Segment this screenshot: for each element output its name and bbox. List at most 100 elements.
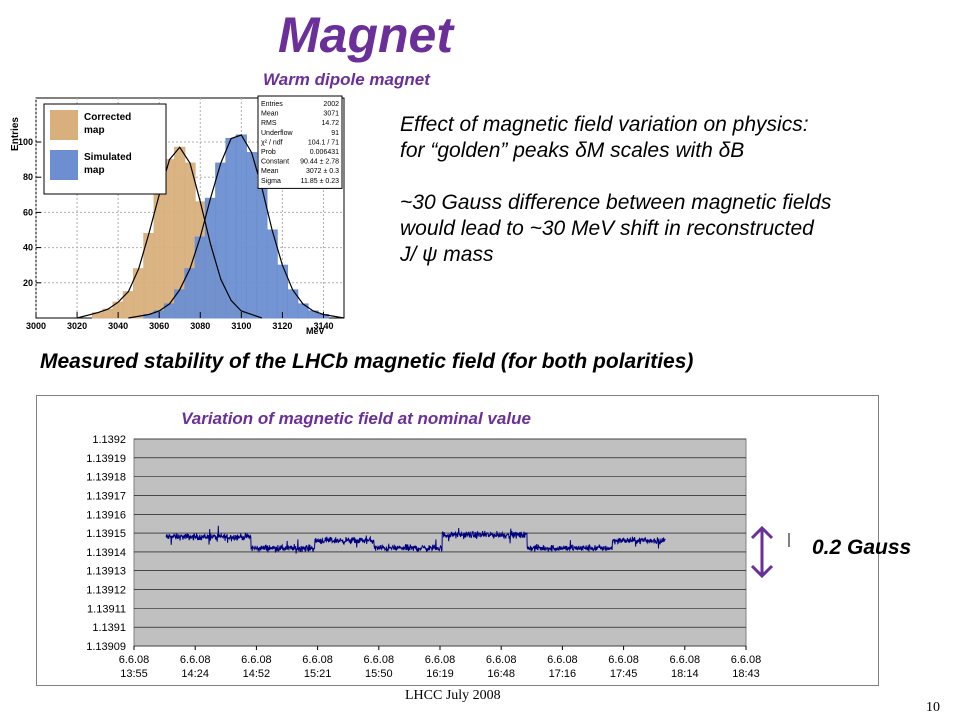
- field-ytick-label: 1.13913: [86, 566, 126, 578]
- stats-value: 3071: [323, 111, 339, 118]
- histogram-xtick-label: 3020: [67, 321, 87, 331]
- stats-key: χ² / ndf: [261, 139, 283, 146]
- simulated-bar: [235, 134, 247, 319]
- histogram-ytick-label: 60: [23, 207, 33, 217]
- effect-line: [400, 164, 955, 190]
- simulated-bar: [215, 162, 227, 319]
- mass-histogram-chart: 20 40 60 80 100 3000 3020 3040 3060 3080 3100 3120 3…: [10, 95, 345, 336]
- histogram-xtick-label: 3140: [313, 321, 333, 331]
- simulated-bar: [245, 152, 258, 319]
- page-number: 10: [926, 700, 940, 715]
- field-xtick-label: 16:19: [426, 668, 454, 680]
- effect-line: J/ ψ mass: [400, 243, 494, 266]
- stats-box-frame: [257, 95, 343, 189]
- field-xtick-label: 13:55: [120, 668, 148, 680]
- field-xtick-label: 6.6.08: [241, 654, 272, 666]
- histogram-xtick-label: 3040: [108, 321, 128, 331]
- stats-value: 2002: [323, 101, 339, 108]
- field-xtick-label: 14:52: [243, 668, 271, 680]
- simulated-bar: [225, 137, 237, 319]
- field-xtick-label: 14:24: [181, 668, 209, 680]
- effect-line: would lead to ~30 MeV shift in reconstru…: [400, 217, 814, 240]
- legend-label-simulated: Simulated: [84, 152, 132, 163]
- field-ytick-label: 1.13914: [86, 547, 126, 559]
- stats-key: Mean: [261, 168, 279, 175]
- field-xtick-label: 6.6.08: [425, 654, 456, 666]
- field-series-line: [165, 525, 666, 554]
- stats-key: RMS: [261, 120, 277, 127]
- histogram-xtick-label: 3080: [190, 321, 210, 331]
- simulated-fit-curve: [128, 134, 345, 319]
- field-xtick-label: 6.6.08: [180, 654, 211, 666]
- gauss-label: 0.2 Gauss: [812, 536, 912, 559]
- field-ytick-label: 1.13916: [86, 509, 126, 521]
- field-xtick-label: 18:43: [732, 668, 760, 680]
- stats-value: 14.72: [321, 120, 339, 127]
- stats-value: 11.85 ± 0.23: [301, 178, 339, 185]
- field-xtick-label: 6.6.08: [608, 654, 639, 666]
- field-xtick-label: 15:21: [304, 668, 332, 680]
- field-plot-area: [133, 438, 747, 647]
- stats-key: Mean: [261, 111, 279, 118]
- field-xtick-label: 17:45: [610, 668, 638, 680]
- field-ytick-label: 1.13909: [86, 641, 126, 653]
- legend-label-corrected: Corrected: [84, 112, 131, 123]
- stats-value: 0.006431: [310, 149, 339, 156]
- field-xtick-label: 6.6.08: [486, 654, 517, 666]
- simulated-bar: [256, 187, 268, 319]
- histogram-xlabel: MeV: [306, 326, 325, 336]
- stats-key: Underflow: [261, 130, 293, 137]
- field-variation-chart: Variation of magnetic field at nominal v…: [36, 395, 879, 686]
- field-xtick-label: 6.6.08: [547, 654, 578, 666]
- legend-label-corrected-2: map: [84, 125, 105, 136]
- histogram-xtick-label: 3000: [26, 321, 46, 331]
- slide-title: Magnet: [278, 7, 453, 63]
- field-xtick-label: 6.6.08: [119, 654, 150, 666]
- stats-value: 104.1 / 71: [308, 139, 339, 146]
- histogram-ytick-label: 40: [23, 243, 33, 253]
- histogram-ytick-label: 80: [23, 172, 33, 182]
- field-ytick-label: 1.13917: [86, 490, 126, 502]
- legend-swatch-corrected: [50, 110, 78, 140]
- fit-stats-box: Entries 2002 Mean 3071 RMS 14.72 Underflow 91 χ²…: [257, 95, 343, 189]
- field-ytick-label: 1.1391: [92, 622, 126, 634]
- effect-line: for “golden” peaks δM scales with δB: [400, 139, 745, 162]
- histogram-ylabel: Entries: [10, 117, 21, 151]
- field-ytick-label: 1.1392: [92, 434, 126, 446]
- tick-mark: [788, 533, 790, 547]
- field-xtick-label: 6.6.08: [731, 654, 762, 666]
- field-ytick-label: 1.13919: [86, 453, 126, 465]
- field-ytick-label: 1.13911: [87, 603, 126, 615]
- field-xtick-label: 6.6.08: [670, 654, 701, 666]
- stats-key: Sigma: [261, 178, 281, 185]
- field-xtick-label: 6.6.08: [302, 654, 333, 666]
- corrected-bar: [153, 194, 165, 319]
- stats-value: 91: [331, 130, 339, 137]
- field-chart-title: Variation of magnetic field at nominal v…: [181, 409, 531, 428]
- stats-key: Constant: [261, 159, 289, 166]
- field-xtick-label: 6.6.08: [364, 654, 395, 666]
- field-xtick-label: 15:50: [365, 668, 393, 680]
- effect-line: Effect of magnetic field variation on ph…: [400, 113, 809, 136]
- field-xtick-label: 16:48: [487, 668, 515, 680]
- stats-key: Prob: [261, 149, 276, 156]
- histogram-xtick-label: 3060: [149, 321, 169, 331]
- effect-text: Effect of magnetic field variation on ph…: [400, 112, 955, 268]
- histogram-ytick-label: 100: [18, 137, 33, 147]
- effect-line: ~30 Gauss difference between magnetic fi…: [400, 191, 832, 214]
- stats-value: 3072 ± 0.3: [306, 168, 339, 175]
- field-ytick-label: 1.13912: [86, 585, 126, 597]
- double-arrow-icon: [750, 525, 774, 579]
- field-xtick-label: 17:16: [549, 668, 577, 680]
- histogram-ytick-label: 20: [23, 278, 33, 288]
- legend-label-simulated-2: map: [84, 165, 105, 176]
- stats-key: Entries: [261, 101, 283, 108]
- histogram-legend: Corrected map Simulated map: [43, 103, 167, 195]
- stability-heading: Measured stability of the LHCb magnetic …: [40, 350, 694, 373]
- footer-text: LHCC July 2008: [405, 688, 501, 703]
- corrected-fit-curve: [76, 146, 263, 319]
- slide-subtitle: Warm dipole magnet: [263, 70, 430, 89]
- histogram-xtick-label: 3100: [231, 321, 251, 331]
- field-ytick-label: 1.13915: [86, 528, 126, 540]
- histogram-xtick-label: 3120: [272, 321, 292, 331]
